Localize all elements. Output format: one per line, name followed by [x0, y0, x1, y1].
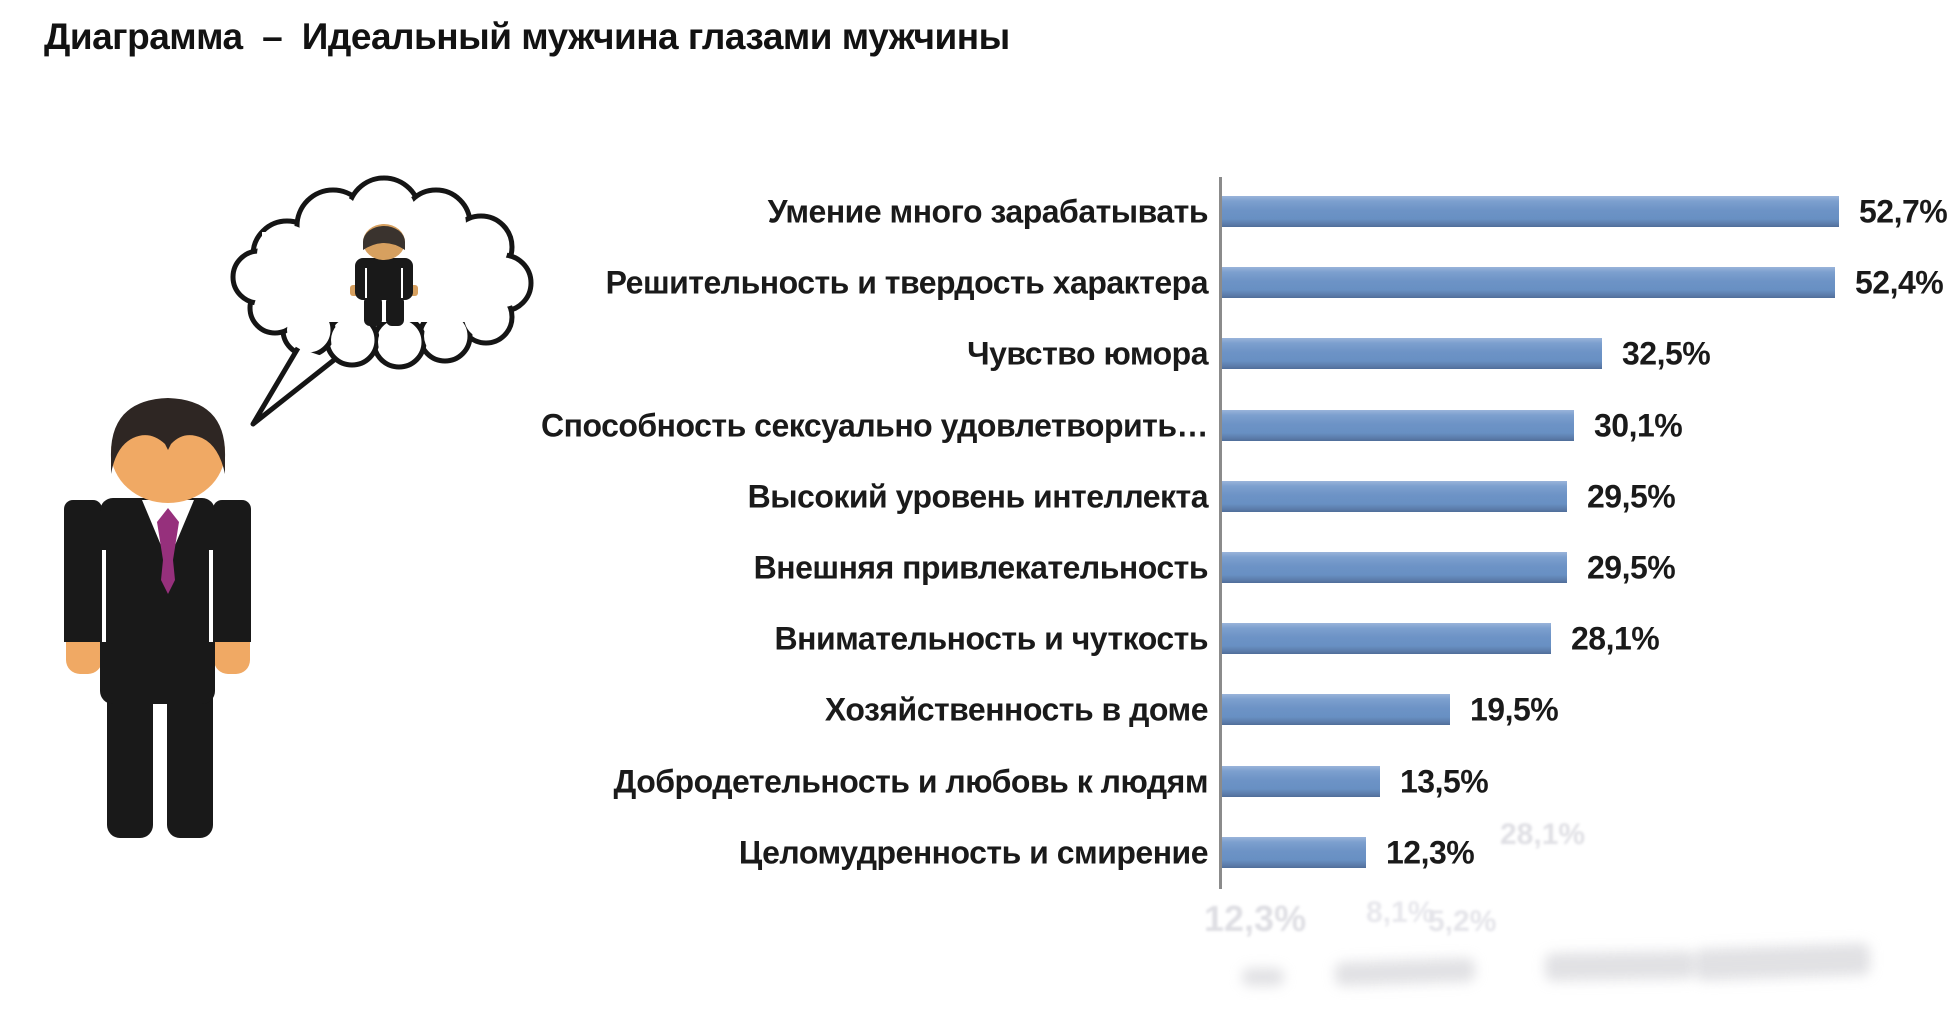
value-label: 28,1% — [1571, 620, 1660, 656]
ghost-artifact: 28,1% — [1500, 818, 1586, 851]
watermark-smudge — [1334, 957, 1476, 987]
thought-bubble-tail — [250, 346, 336, 427]
chart-row: Чувство юмора 32,5% — [0, 318, 1950, 389]
ghost-artifact: 5,2% — [1428, 905, 1497, 938]
bar — [1222, 410, 1574, 441]
category-label: Целомудренность и смирение — [738, 834, 1209, 870]
bar — [1222, 766, 1380, 797]
value-label: 52,4% — [1855, 264, 1944, 300]
chart-row: Внимательность и чуткость 28,1% — [0, 603, 1950, 674]
watermark-smudge — [1242, 968, 1284, 986]
chart-row: Высокий уровень интеллекта 29,5% — [0, 461, 1950, 532]
thought-bubble-icon — [230, 175, 534, 427]
value-label: 32,5% — [1622, 335, 1711, 371]
value-label: 52,7% — [1859, 193, 1948, 229]
bar — [1222, 338, 1602, 369]
value-label: 12,3% — [1386, 834, 1475, 870]
chart-row: Способность сексуально удовлетворить… 30,… — [0, 390, 1950, 461]
bar — [1222, 196, 1839, 227]
page-title: Диаграмма – Идеальный мужчина глазами му… — [44, 16, 1010, 57]
value-label: 13,5% — [1400, 763, 1489, 799]
bar — [1222, 623, 1551, 654]
y-axis-line — [1219, 177, 1222, 889]
chart-row: Внешняя привлекательность 29,5% — [0, 532, 1950, 603]
category-label: Добродетельность и любовь к людям — [613, 763, 1209, 799]
thinking-man-illustration — [64, 175, 534, 838]
watermark-smudge — [1694, 942, 1871, 982]
chart-row: Добродетельность и любовь к людям 13,5% — [0, 746, 1950, 817]
watermark-smudge — [1544, 950, 1696, 982]
bar — [1222, 552, 1567, 583]
value-label: 29,5% — [1587, 478, 1676, 514]
category-label: Решительность и твердость характера — [605, 264, 1209, 300]
chart-row: Умение много зарабатывать 52,7% — [0, 176, 1950, 247]
bar — [1222, 267, 1835, 298]
bar — [1222, 837, 1366, 868]
category-label: Способность сексуально удовлетворить… — [541, 407, 1209, 443]
category-label: Чувство юмора — [967, 335, 1208, 371]
category-label: Хозяйственность в доме — [824, 691, 1209, 727]
mini-man-icon — [350, 224, 418, 326]
category-label: Высокий уровень интеллекта — [747, 478, 1209, 514]
bar — [1222, 481, 1567, 512]
hair — [110, 398, 226, 474]
category-label: Умение много зарабатывать — [767, 193, 1209, 229]
value-label: 29,5% — [1587, 549, 1676, 585]
tie — [157, 508, 179, 594]
value-label: 19,5% — [1470, 691, 1559, 727]
value-label: 30,1% — [1594, 407, 1683, 443]
chart-row: Хозяйственность в доме 19,5% — [0, 674, 1950, 745]
ghost-artifact: 12,3% — [1204, 898, 1307, 939]
category-label: Внимательность и чуткость — [774, 620, 1209, 656]
bar — [1222, 694, 1450, 725]
category-label: Внешняя привлекательность — [753, 549, 1209, 585]
man-figure — [64, 398, 251, 838]
chart-row: Решительность и твердость характера 52,4% — [0, 247, 1950, 318]
ghost-artifact: 8,1% — [1366, 896, 1435, 929]
chart-row: Целомудренность и смирение 12,3% — [0, 817, 1950, 888]
